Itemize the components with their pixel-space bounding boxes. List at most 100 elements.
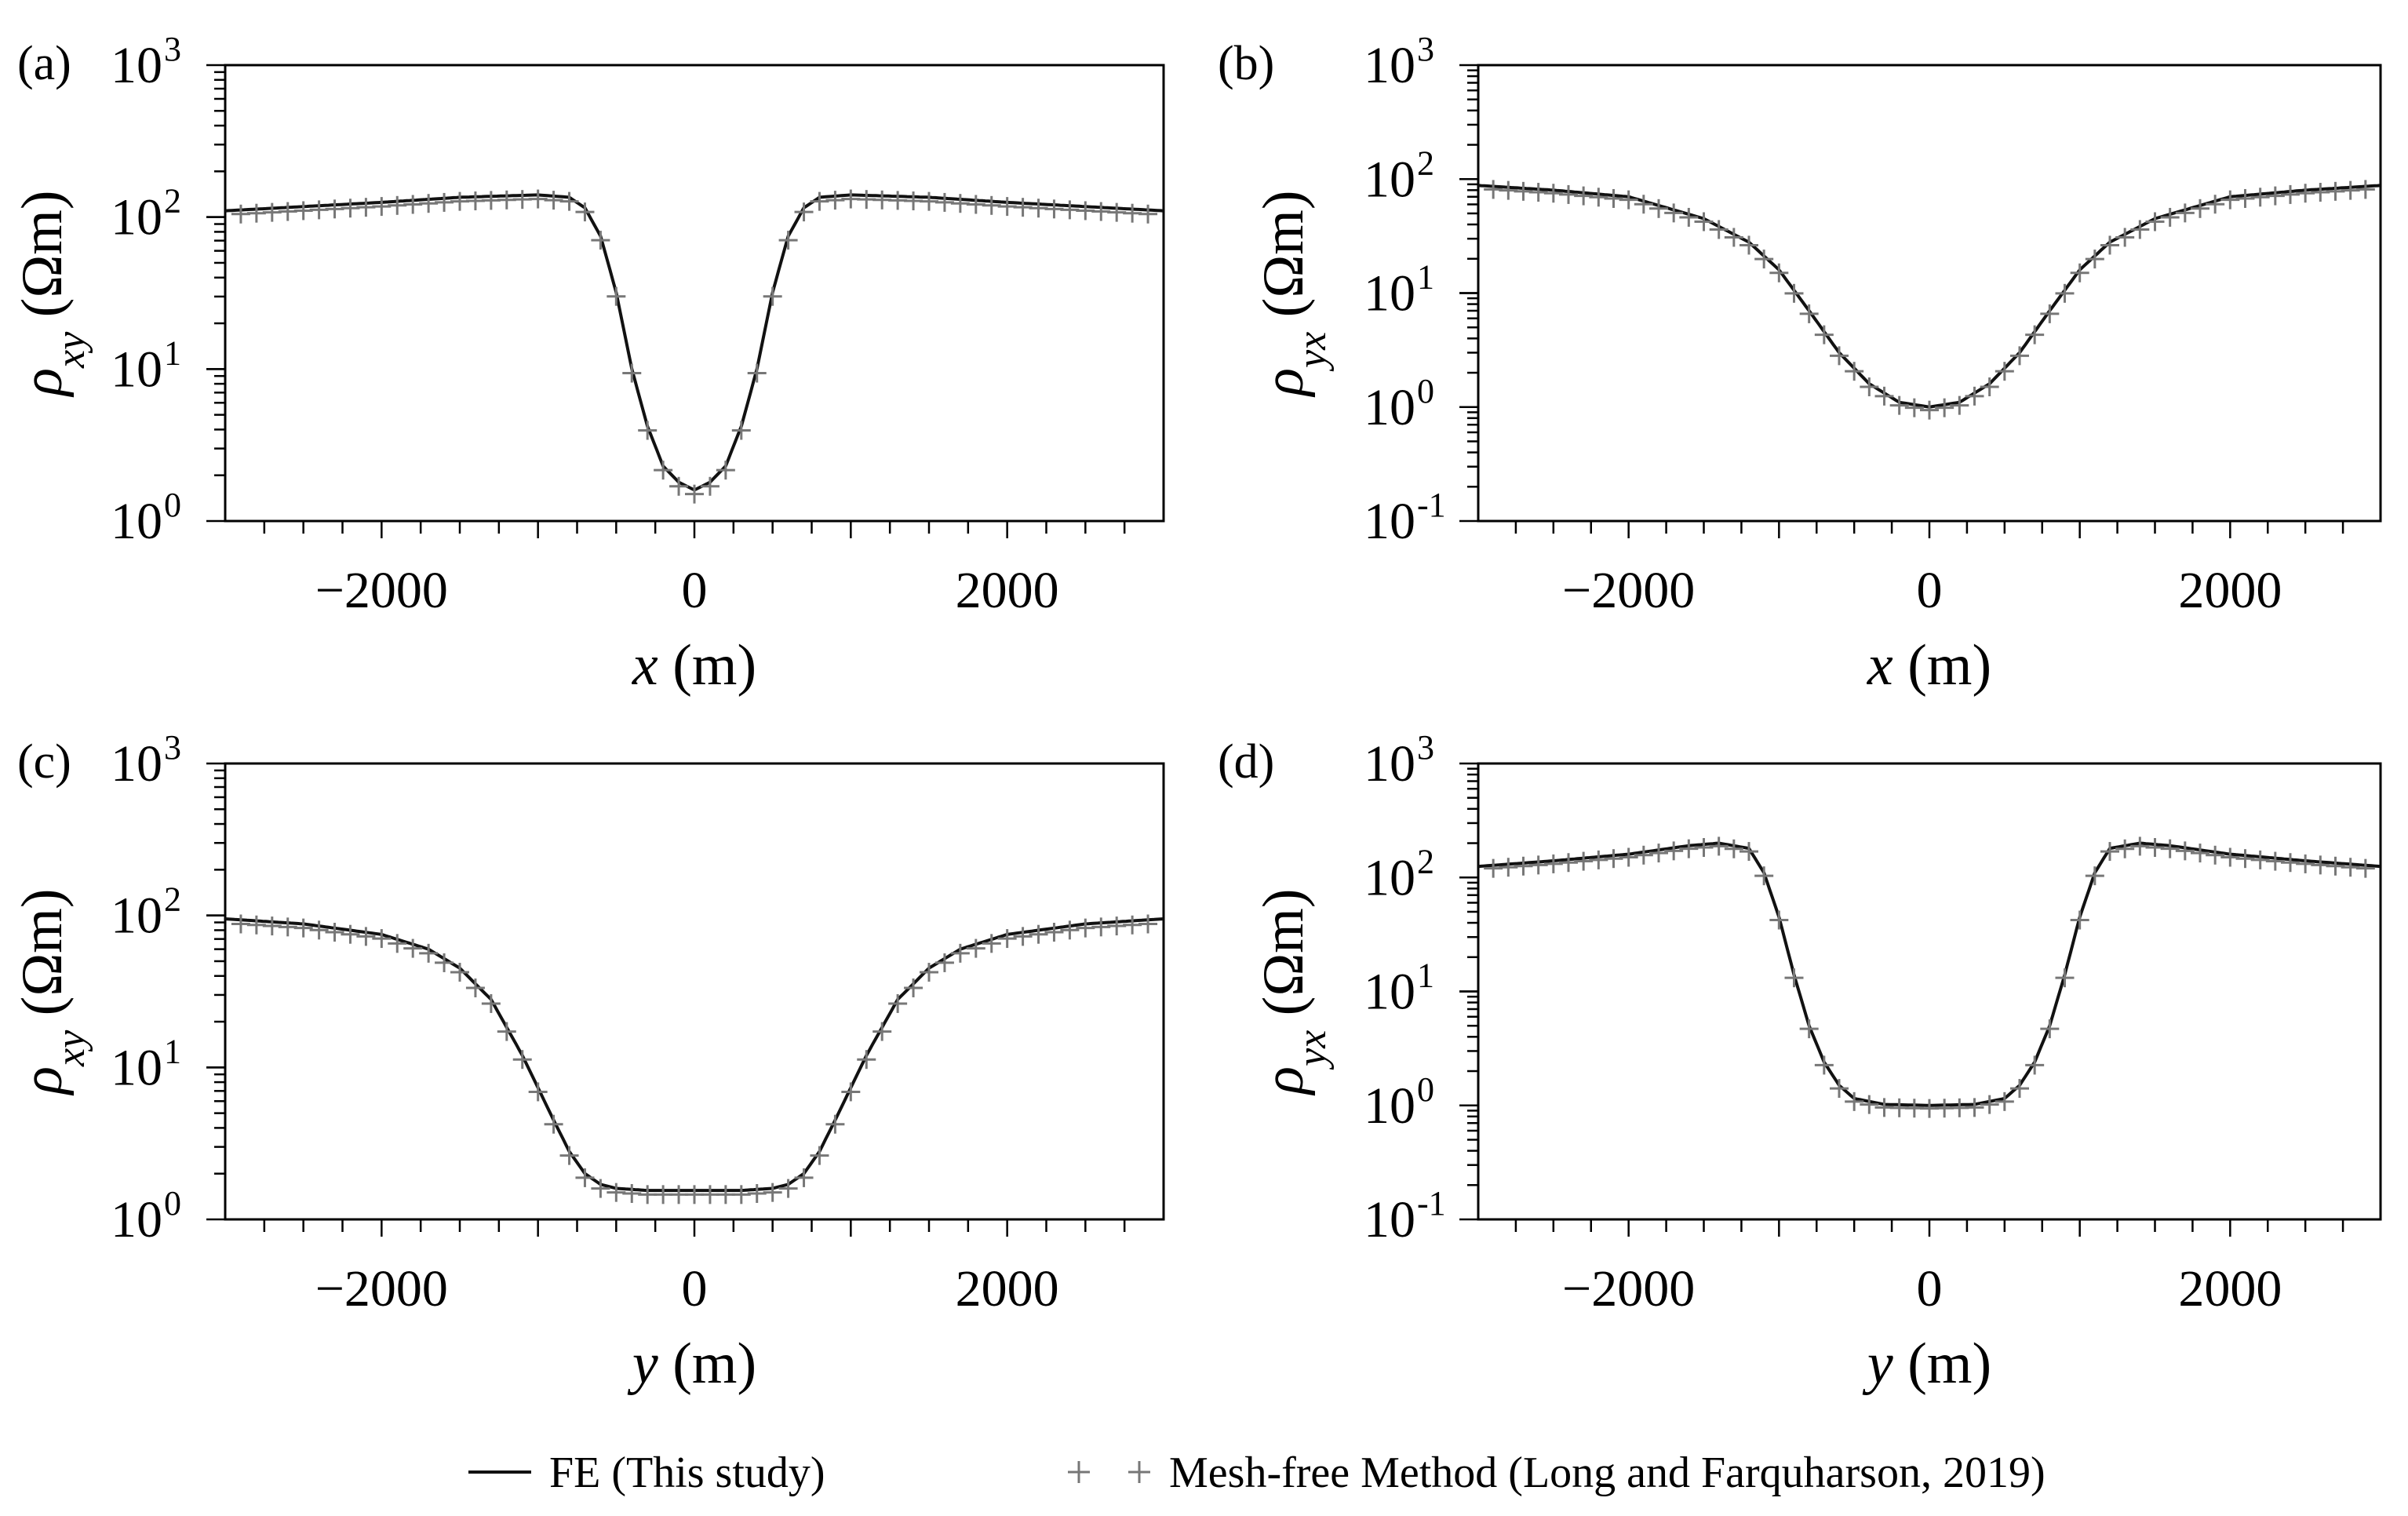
mesh-free-point: [2250, 850, 2270, 869]
mesh-free-point: [1664, 841, 1684, 861]
fe-series-line: [224, 193, 1164, 492]
mesh-free-point: [607, 286, 626, 306]
fe-series-line: [1477, 184, 2381, 409]
y-tick-exponent: 1: [164, 333, 181, 372]
y-tick-exponent: 2: [1417, 842, 1434, 880]
x-axis-label: y (m): [627, 1332, 756, 1396]
y-tick-exponent: 3: [1417, 30, 1434, 68]
mesh-free-point: [1589, 188, 1608, 207]
mesh-free-point: [1995, 362, 2014, 381]
fe-series-line: [1477, 841, 2381, 1107]
legend-fe-label: FE (This study): [549, 1449, 825, 1497]
y-tick-label: 10: [1364, 151, 1415, 208]
mesh-free-point: [997, 929, 1017, 949]
mesh-free-point: [1574, 186, 1594, 206]
mesh-free-point: [2100, 842, 2119, 862]
y-tick-exponent: 0: [164, 486, 181, 524]
mesh-free-point: [810, 1146, 829, 1165]
y-axis-label: ρxy (Ωm): [10, 190, 93, 397]
y-tick-label: 10: [111, 493, 162, 550]
mesh-free-point: [1634, 845, 1653, 865]
fe-series-line: [224, 917, 1164, 1193]
mesh-free-point: [1724, 839, 1743, 858]
mesh-free-point: [1604, 188, 1623, 208]
mesh-free-point: [2220, 847, 2240, 867]
mesh-free-point: [841, 1082, 861, 1102]
mesh-free-point: [1543, 854, 1563, 873]
y-tick-exponent: 2: [1417, 144, 1434, 182]
mesh-free-point: [2206, 195, 2225, 214]
mesh-free-point: [309, 920, 329, 940]
y-tick-label: 10: [111, 341, 162, 398]
mesh-free-point: [356, 927, 376, 946]
mesh-free-point: [778, 231, 798, 250]
mesh-free-point: [1799, 1019, 1819, 1039]
y-axis-label: ρyx (Ωm): [1251, 888, 1335, 1095]
mesh-free-point: [528, 1082, 548, 1102]
mesh-free-point: [2100, 235, 2119, 255]
mesh-free-point: [1889, 395, 1909, 415]
mesh-free-point: [403, 938, 423, 958]
y-tick-label: 10: [1364, 379, 1415, 436]
mesh-free-point: [1769, 910, 1789, 930]
x-tick-label: 2000: [2178, 1260, 2282, 1317]
y-tick-exponent: -1: [1417, 486, 1446, 524]
x-tick-label: −2000: [1562, 1260, 1695, 1317]
mesh-free-point: [1044, 923, 1064, 942]
mesh-free-point: [1784, 283, 1804, 303]
mesh-free-point: [1589, 850, 1608, 869]
mesh-free-point: [1814, 325, 1834, 344]
x-tick-label: 2000: [956, 562, 1059, 619]
mesh-free-point: [763, 286, 782, 306]
mesh-free-point: [1874, 386, 1894, 406]
mesh-free-point: [2191, 199, 2209, 218]
panel-label: (d): [1218, 735, 1274, 789]
mesh-free-point: [1559, 853, 1578, 873]
mesh-free-point: [1604, 849, 1623, 869]
mesh-free-point: [1619, 190, 1638, 210]
mesh-free-point: [372, 929, 392, 949]
y-tick-label: 10: [111, 37, 162, 94]
mesh-free-point: [2040, 304, 2060, 323]
mesh-free-point: [2055, 968, 2075, 988]
mesh-free-point: [1649, 199, 1668, 218]
y-tick-exponent: 2: [164, 880, 181, 919]
x-tick-label: 0: [682, 1260, 708, 1317]
x-tick-label: 0: [682, 562, 708, 619]
mesh-free-point: [450, 963, 469, 982]
mesh-free-point: [638, 421, 658, 440]
mesh-free-point: [512, 1050, 532, 1070]
mesh-free-point: [419, 943, 439, 963]
y-tick-label: 10: [1364, 1191, 1415, 1248]
mesh-free-point: [2235, 849, 2255, 869]
mesh-free-point: [2160, 839, 2180, 858]
mesh-free-point: [1029, 924, 1048, 944]
mesh-free-point: [888, 993, 908, 1013]
mesh-free-point: [559, 1146, 579, 1165]
mesh-free-point: [1679, 207, 1699, 227]
y-tick-label: 10: [111, 1191, 162, 1248]
y-tick-label: 10: [1364, 1077, 1415, 1135]
mesh-free-point: [1543, 184, 1563, 203]
mesh-free-point: [872, 1022, 892, 1041]
mesh-free-point: [1709, 220, 1729, 239]
y-tick-exponent: 0: [164, 1184, 181, 1223]
mesh-free-point: [920, 963, 938, 982]
mesh-free-point: [794, 202, 814, 222]
mesh-free-point: [794, 1168, 814, 1187]
mesh-free-point: [763, 1183, 782, 1202]
mesh-free-point: [2070, 263, 2089, 282]
mesh-free-point: [950, 943, 970, 963]
mesh-free-point: [497, 1022, 516, 1041]
x-tick-label: −2000: [315, 1260, 448, 1317]
mesh-free-point: [622, 363, 642, 383]
mesh-free-point: [1920, 400, 1939, 420]
y-axis-label: ρyx (Ωm): [1251, 190, 1335, 397]
mesh-free-point: [731, 421, 751, 440]
mesh-free-point: [1935, 398, 1954, 417]
mesh-free-point: [1845, 362, 1864, 381]
